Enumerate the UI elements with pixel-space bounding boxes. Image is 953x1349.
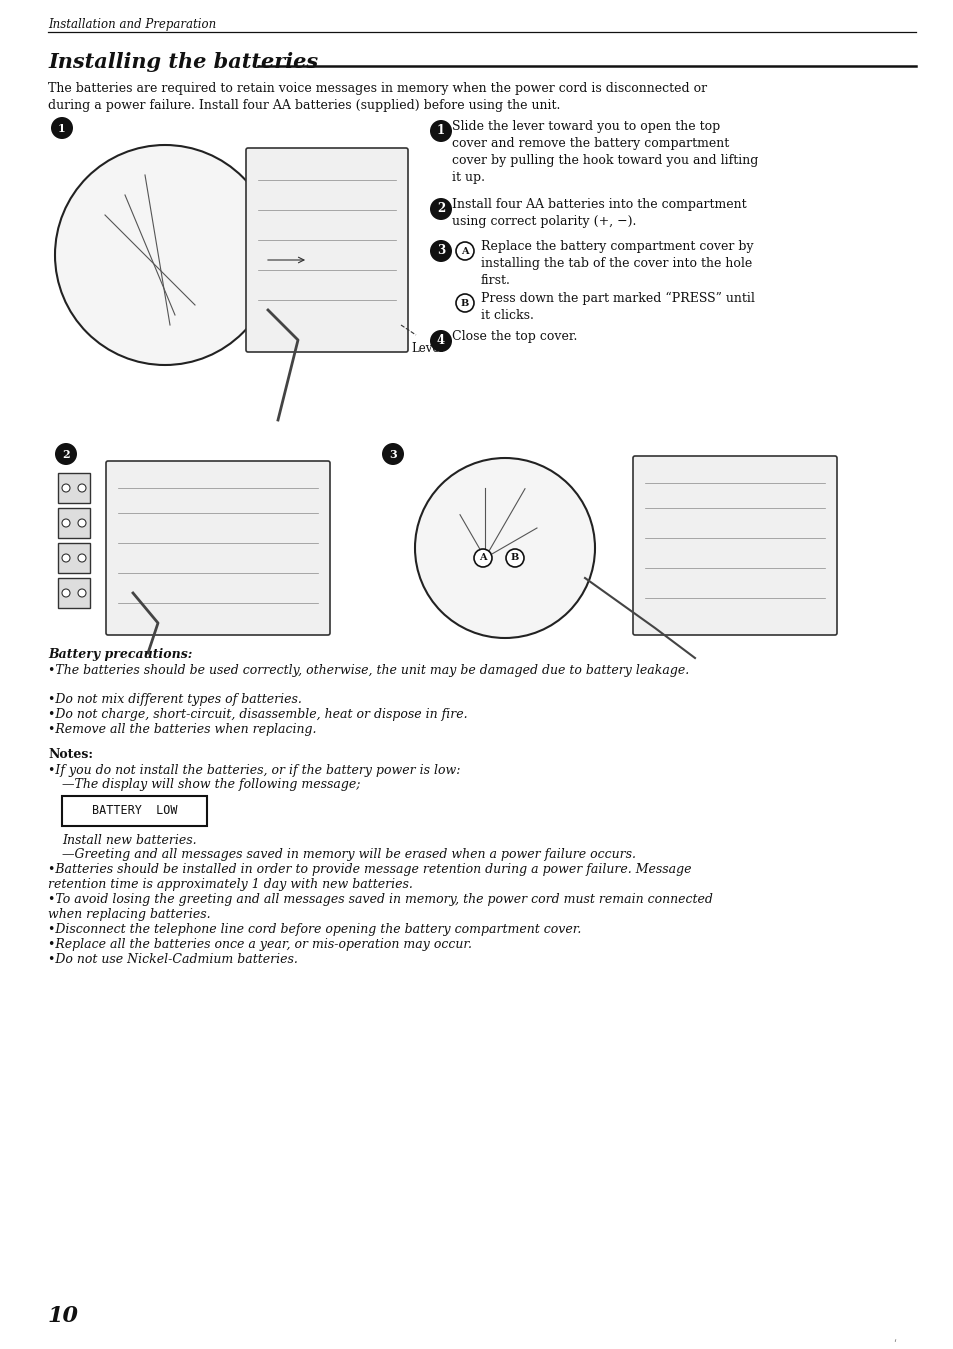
Text: A: A bbox=[478, 553, 486, 563]
Circle shape bbox=[505, 549, 523, 567]
Text: 10: 10 bbox=[48, 1304, 79, 1327]
Bar bbox=[48, 112, 415, 415]
Bar bbox=[58, 509, 90, 538]
FancyBboxPatch shape bbox=[106, 461, 330, 635]
Text: 3: 3 bbox=[436, 244, 445, 258]
Circle shape bbox=[62, 554, 70, 563]
Text: BATTERY  LOW: BATTERY LOW bbox=[91, 804, 177, 817]
Text: 4: 4 bbox=[436, 335, 445, 348]
Circle shape bbox=[51, 117, 73, 139]
Circle shape bbox=[78, 554, 86, 563]
Circle shape bbox=[62, 590, 70, 598]
Text: Installing the batteries: Installing the batteries bbox=[48, 53, 317, 71]
Text: •Do not mix different types of batteries.: •Do not mix different types of batteries… bbox=[48, 693, 301, 706]
Circle shape bbox=[78, 519, 86, 527]
Bar bbox=[62, 796, 207, 826]
Circle shape bbox=[55, 442, 77, 465]
Text: The batteries are required to retain voice messages in memory when the power cor: The batteries are required to retain voi… bbox=[48, 82, 706, 112]
Circle shape bbox=[430, 331, 452, 352]
Text: •Do not charge, short-circuit, disassemble, heat or dispose in fire.: •Do not charge, short-circuit, disassemb… bbox=[48, 708, 467, 720]
FancyBboxPatch shape bbox=[246, 148, 408, 352]
Circle shape bbox=[456, 241, 474, 260]
Bar bbox=[58, 577, 90, 608]
Text: Install new batteries.: Install new batteries. bbox=[62, 834, 196, 847]
Text: 3: 3 bbox=[389, 448, 396, 460]
Circle shape bbox=[78, 484, 86, 492]
Text: Slide the lever toward you to open the top
cover and remove the battery compartm: Slide the lever toward you to open the t… bbox=[452, 120, 758, 183]
Text: •Disconnect the telephone line cord before opening the battery compartment cover: •Disconnect the telephone line cord befo… bbox=[48, 923, 580, 936]
Text: 1: 1 bbox=[436, 124, 445, 138]
Text: Close the top cover.: Close the top cover. bbox=[452, 331, 577, 343]
Text: B: B bbox=[511, 553, 518, 563]
Text: 1: 1 bbox=[58, 123, 66, 134]
Text: ‘: ‘ bbox=[892, 1338, 895, 1348]
Circle shape bbox=[430, 240, 452, 262]
FancyBboxPatch shape bbox=[633, 456, 836, 635]
Circle shape bbox=[78, 590, 86, 598]
Text: •The batteries should be used correctly, otherwise, the unit may be damaged due : •The batteries should be used correctly,… bbox=[48, 664, 688, 677]
Text: Installation and Preparation: Installation and Preparation bbox=[48, 18, 216, 31]
Text: •Batteries should be installed in order to provide message retention during a po: •Batteries should be installed in order … bbox=[48, 863, 691, 890]
Circle shape bbox=[430, 198, 452, 220]
Circle shape bbox=[381, 442, 403, 465]
Circle shape bbox=[62, 519, 70, 527]
Circle shape bbox=[456, 294, 474, 312]
Text: Lever: Lever bbox=[411, 343, 444, 355]
Text: —The display will show the following message;: —The display will show the following mes… bbox=[62, 778, 360, 791]
Text: 2: 2 bbox=[62, 448, 70, 460]
Text: •To avoid losing the greeting and all messages saved in memory, the power cord m: •To avoid losing the greeting and all me… bbox=[48, 893, 712, 921]
Text: —Greeting and all messages saved in memory will be erased when a power failure o: —Greeting and all messages saved in memo… bbox=[62, 849, 636, 861]
Circle shape bbox=[430, 120, 452, 142]
Circle shape bbox=[474, 549, 492, 567]
Text: •If you do not install the batteries, or if the battery power is low:: •If you do not install the batteries, or… bbox=[48, 764, 460, 777]
Text: •Do not use Nickel-Cadmium batteries.: •Do not use Nickel-Cadmium batteries. bbox=[48, 952, 297, 966]
Text: Notes:: Notes: bbox=[48, 747, 92, 761]
Text: •Replace all the batteries once a year, or mis-operation may occur.: •Replace all the batteries once a year, … bbox=[48, 938, 472, 951]
Text: Install four AA batteries into the compartment
using correct polarity (+, −).: Install four AA batteries into the compa… bbox=[452, 198, 746, 228]
Circle shape bbox=[415, 459, 595, 638]
Text: •Remove all the batteries when replacing.: •Remove all the batteries when replacing… bbox=[48, 723, 316, 737]
Circle shape bbox=[55, 144, 274, 366]
Text: Press down the part marked “PRESS” until
it clicks.: Press down the part marked “PRESS” until… bbox=[480, 291, 754, 322]
Text: Battery precautions:: Battery precautions: bbox=[48, 648, 193, 661]
Text: Replace the battery compartment cover by
installing the tab of the cover into th: Replace the battery compartment cover by… bbox=[480, 240, 753, 287]
Text: A: A bbox=[460, 247, 468, 255]
Bar bbox=[58, 473, 90, 503]
Text: 2: 2 bbox=[436, 202, 445, 216]
Bar bbox=[58, 544, 90, 573]
Text: B: B bbox=[460, 298, 469, 308]
Circle shape bbox=[62, 484, 70, 492]
